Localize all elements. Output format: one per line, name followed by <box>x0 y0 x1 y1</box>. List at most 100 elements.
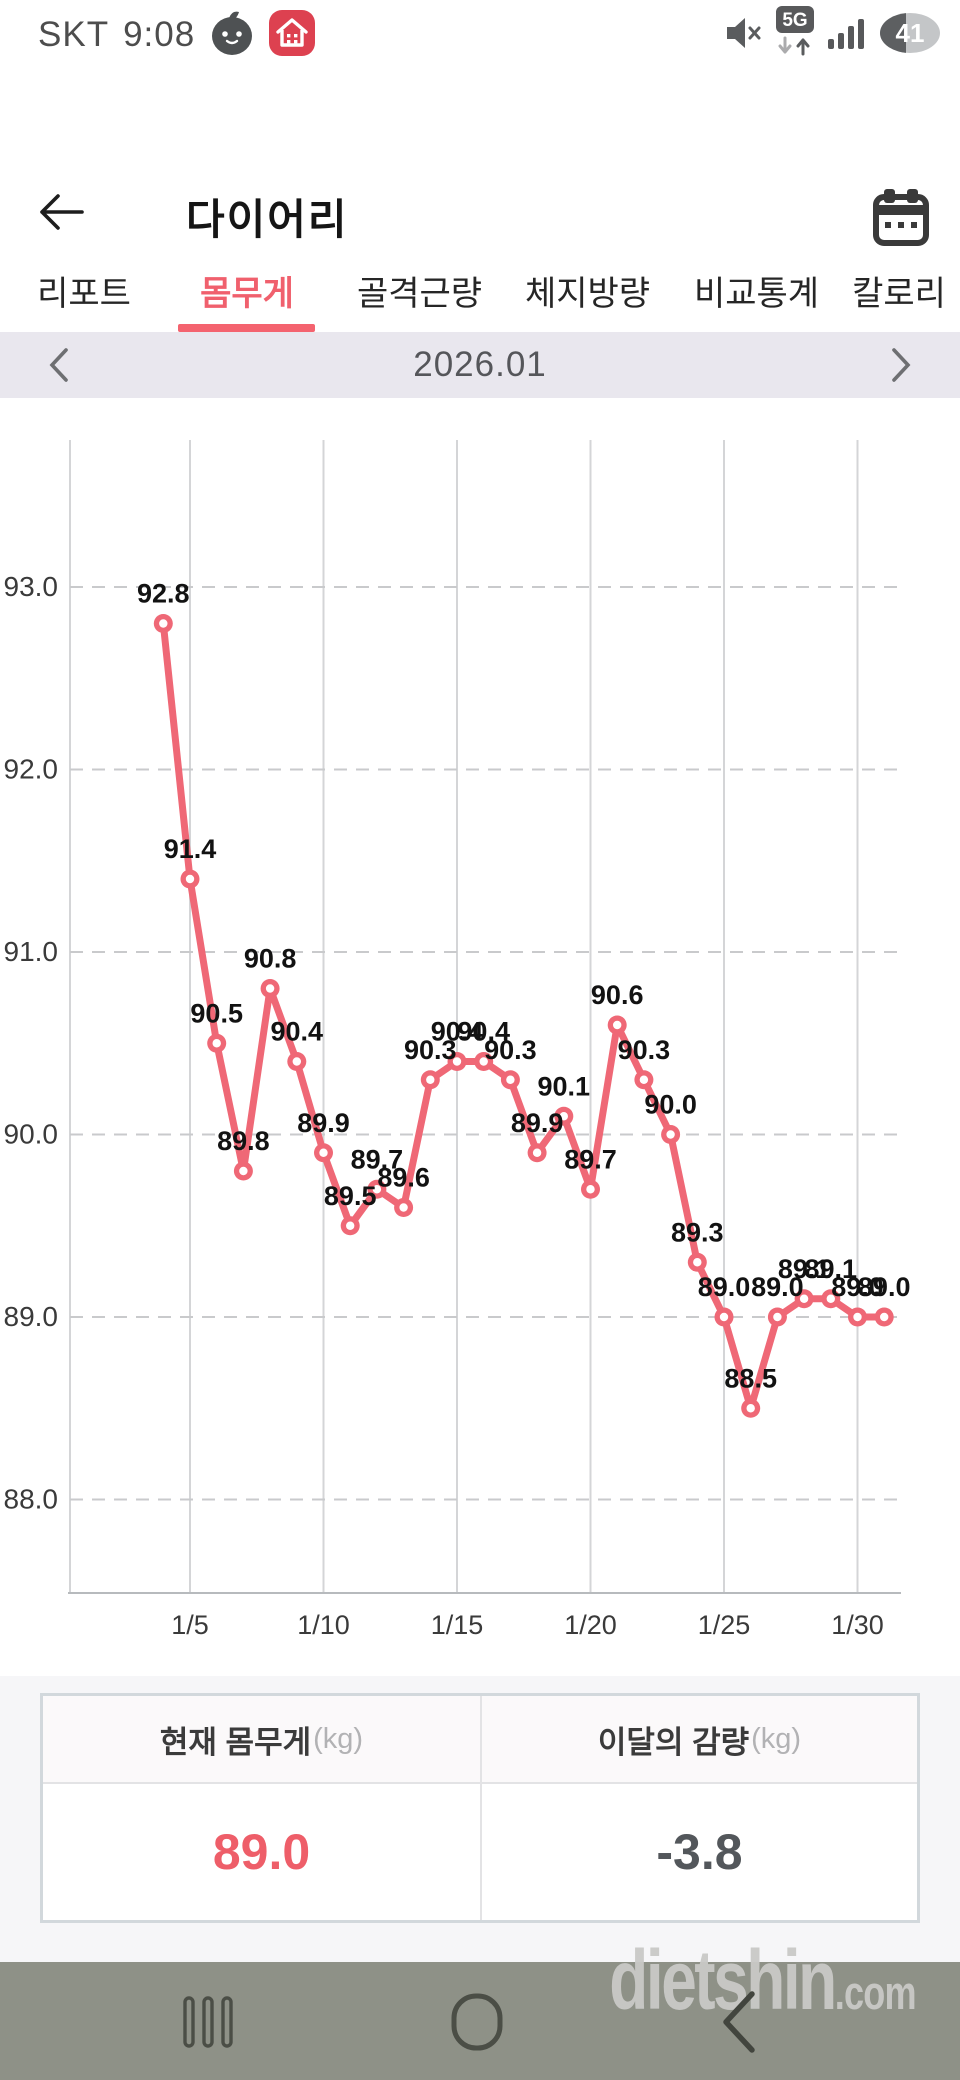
back-nav-button[interactable] <box>716 1988 762 2061</box>
battery-icon: 41 <box>878 11 942 60</box>
page-title: 다이어리 <box>186 196 349 243</box>
y-axis-tick-label: 93.0 <box>4 571 59 602</box>
data-point-label-day-23: 90.0 <box>644 1090 697 1120</box>
recent-apps-button[interactable] <box>183 1996 233 2053</box>
data-point-label-day-28: 89.1 <box>778 1254 831 1284</box>
data-point-label-day-13: 89.6 <box>377 1163 430 1193</box>
back-button[interactable] <box>36 192 84 232</box>
x-axis-tick-label: 1/5 <box>171 1610 209 1640</box>
data-point-label-day-15: 90.4 <box>431 1017 484 1047</box>
data-point-center <box>773 1312 782 1322</box>
data-point-center <box>159 619 168 628</box>
home-button[interactable] <box>450 1992 504 2057</box>
data-point-center <box>319 1148 328 1157</box>
chick-avatar-icon <box>209 9 255 62</box>
data-point-label-day-11: 89.5 <box>324 1181 377 1211</box>
status-bar-left: SKT 9:08 <box>38 0 316 70</box>
data-point-label-day-7: 89.8 <box>217 1126 270 1156</box>
data-point-center <box>746 1404 755 1413</box>
next-month-button[interactable] <box>886 347 916 383</box>
tab-calorie[interactable]: 칼로리 <box>849 256 949 324</box>
month-loss-title: 이달의 감량 <box>597 1724 750 1760</box>
month-navigator: 2026.01 <box>0 332 960 398</box>
y-axis-tick-label: 90.0 <box>4 1119 59 1150</box>
data-point-center <box>666 1130 675 1139</box>
data-point-center <box>559 1112 568 1121</box>
data-point-center <box>693 1258 702 1267</box>
data-point-center <box>506 1075 515 1084</box>
data-point-center <box>799 1294 809 1303</box>
data-point-label-day-22: 90.3 <box>618 1035 671 1065</box>
5g-label: 5G <box>782 10 807 31</box>
current-weight-unit: (kg) <box>313 1722 364 1755</box>
y-axis-tick-label: 91.0 <box>4 936 59 967</box>
data-point-center <box>853 1312 862 1322</box>
data-point-label-day-25: 89.0 <box>698 1272 751 1302</box>
tab-muscle-mass[interactable]: 골격근량 <box>347 256 492 324</box>
x-axis-tick-label: 1/10 <box>297 1610 350 1640</box>
data-point-center <box>372 1185 382 1194</box>
tab-report[interactable]: 리포트 <box>34 256 134 324</box>
data-point-center <box>826 1294 835 1303</box>
y-axis-tick-label: 88.0 <box>4 1484 59 1515</box>
tab-body-fat[interactable]: 체지방량 <box>515 256 660 324</box>
active-tab-underline <box>178 324 315 332</box>
data-point-center <box>292 1057 301 1066</box>
report-tab-bar: 리포트 몸무게 골격근량 체지방량 비교통계 칼로리 <box>0 256 960 332</box>
data-point-center <box>239 1166 248 1176</box>
data-point-center <box>452 1057 462 1066</box>
month-loss-header: 이달의 감량 (kg) <box>480 1696 917 1784</box>
y-axis-tick-label: 89.0 <box>4 1301 59 1332</box>
chart-point-labels: 92.891.490.589.890.890.489.989.589.789.6… <box>137 579 910 1394</box>
data-point-center <box>185 874 195 884</box>
calendar-icon[interactable] <box>868 184 934 250</box>
data-point-label-day-19: 90.1 <box>538 1071 591 1101</box>
prev-month-button[interactable] <box>44 347 74 383</box>
data-point-label-day-24: 89.3 <box>671 1217 724 1247</box>
data-point-label-day-16: 90.4 <box>457 1017 510 1047</box>
data-point-center <box>532 1148 542 1157</box>
chart-line <box>159 620 888 1412</box>
data-point-label-day-14: 90.3 <box>404 1035 457 1065</box>
data-point-label-day-9: 90.4 <box>271 1017 324 1047</box>
data-point-label-day-18: 89.9 <box>511 1108 564 1138</box>
data-point-center <box>265 984 275 993</box>
clock: 9:08 <box>123 15 196 54</box>
data-point-center <box>586 1185 595 1194</box>
app-header: 다이어리 <box>0 70 960 246</box>
data-point-center <box>719 1312 729 1322</box>
android-navigation-bar <box>0 1962 960 2080</box>
battery-percent-label: 41 <box>896 18 925 48</box>
data-point-label-day-31: 89.0 <box>858 1272 911 1302</box>
data-point-label-day-27: 89.0 <box>751 1272 804 1302</box>
data-point-label-day-6: 90.5 <box>190 998 243 1028</box>
data-point-label-day-4: 92.8 <box>137 579 190 609</box>
data-point-label-day-10: 89.9 <box>297 1108 350 1138</box>
chart-points <box>153 614 894 1418</box>
tab-weight[interactable]: 몸무게 <box>197 256 297 324</box>
data-point-center <box>639 1075 649 1084</box>
data-point-center <box>613 1020 622 1030</box>
data-point-center <box>880 1312 889 1322</box>
chart-axis-labels: 1/5 1/10 1/15 1/20 1/25 1/30 93.0 92.0 91.0 90.0 8… <box>4 571 884 1640</box>
current-weight-title: 현재 몸무게 <box>159 1724 312 1760</box>
data-point-center <box>479 1057 488 1066</box>
watermark-name: dietshin <box>609 1932 838 2028</box>
weight-series-line <box>159 620 888 1412</box>
mute-icon <box>726 13 762 58</box>
x-axis-tick-label: 1/20 <box>564 1610 617 1640</box>
current-weight-value: 89.0 <box>212 1824 311 1880</box>
signal-strength-icon <box>828 13 866 58</box>
status-bar-right: 5G 41 <box>726 0 942 70</box>
5g-network-icon: 5G <box>774 5 816 66</box>
data-point-label-day-12: 89.7 <box>351 1144 404 1174</box>
tab-compare-stats[interactable]: 비교통계 <box>684 256 829 324</box>
data-point-label-day-26: 88.5 <box>724 1363 777 1393</box>
month-label: 2026.01 <box>413 345 547 384</box>
data-point-label-day-30: 89.0 <box>831 1272 884 1302</box>
data-point-label-day-29: 89.1 <box>805 1254 858 1284</box>
home-badge-icon <box>269 9 316 61</box>
data-point-label-day-8: 90.8 <box>244 944 297 974</box>
y-axis-tick-label: 92.0 <box>4 754 59 785</box>
data-point-center <box>399 1203 408 1212</box>
